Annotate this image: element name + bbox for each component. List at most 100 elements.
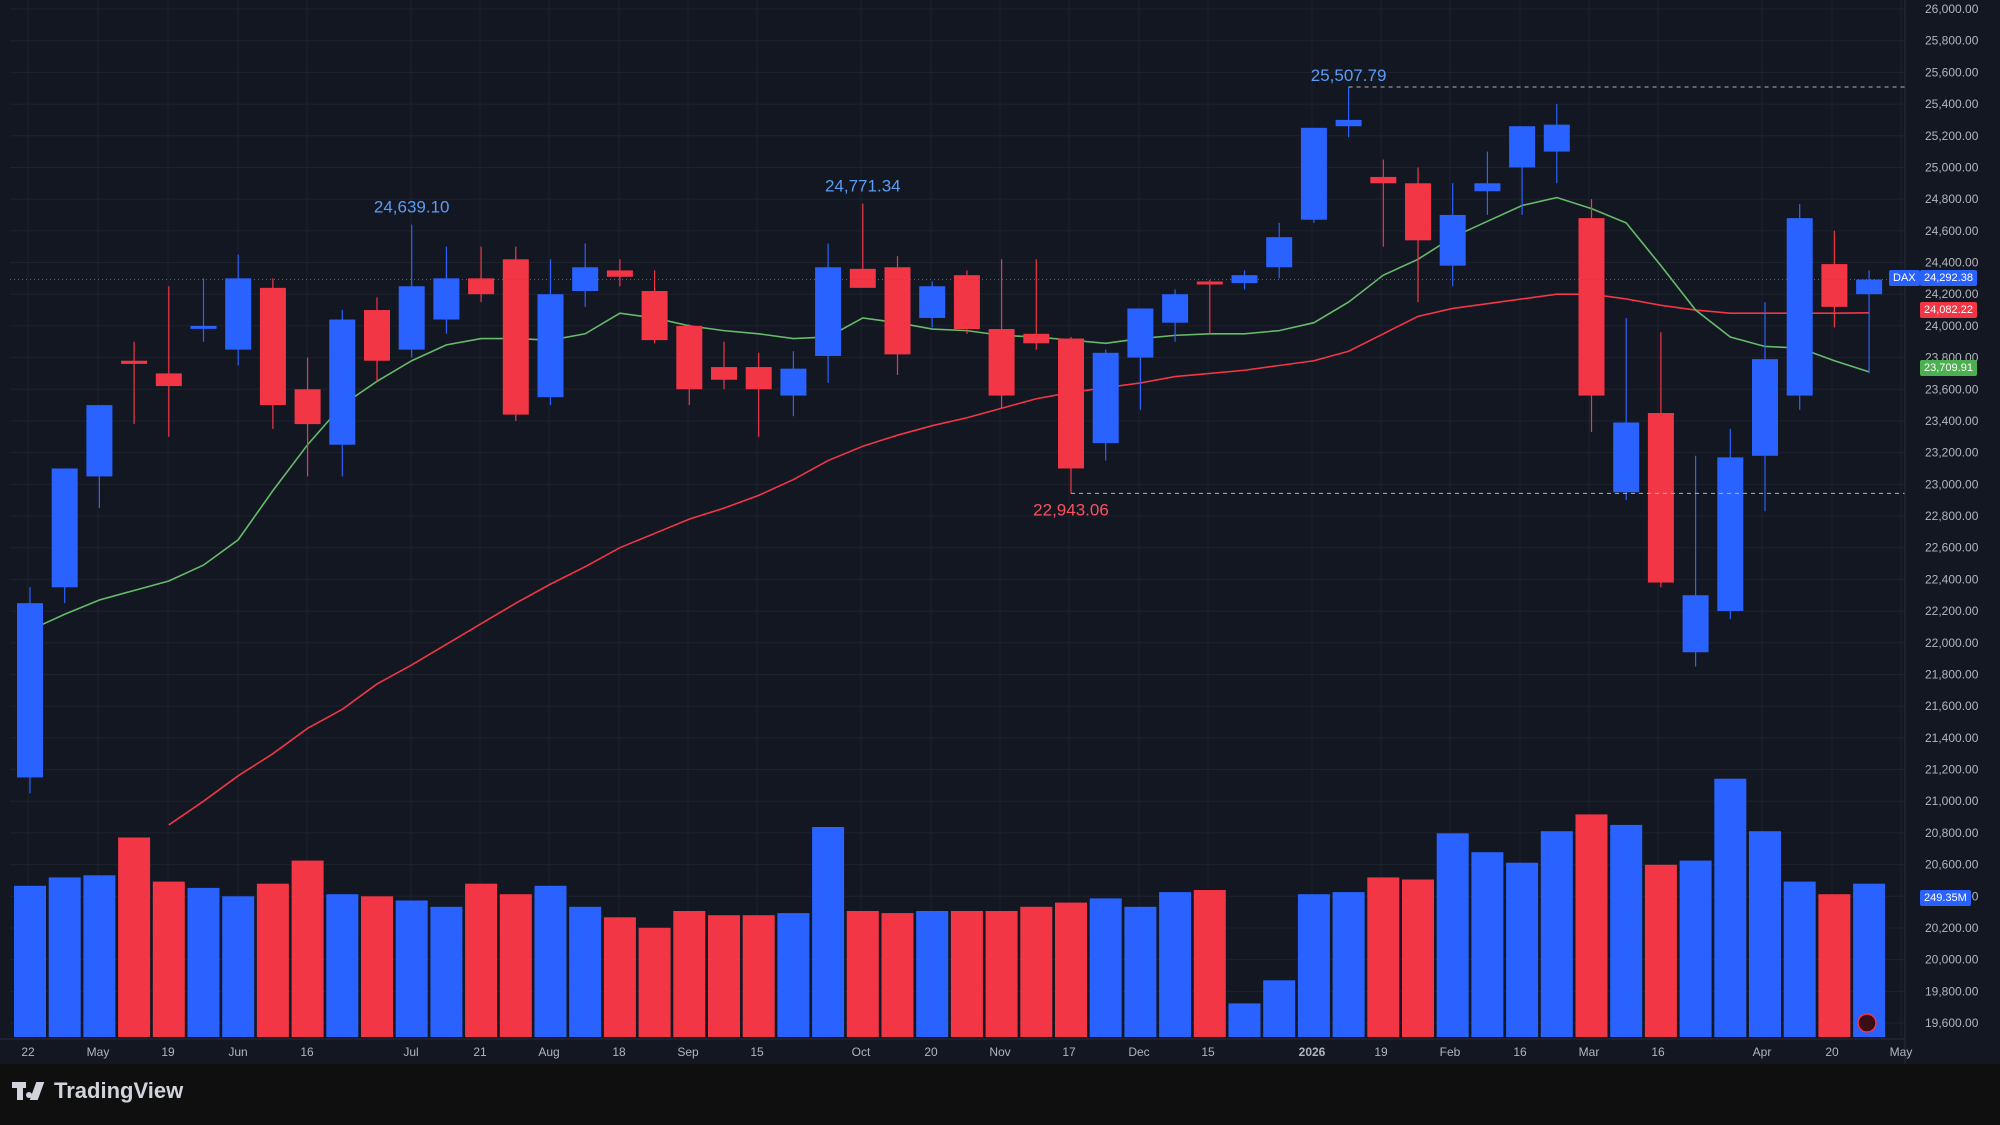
volume-bar [1853,883,1886,1037]
volume-bar [603,917,636,1037]
price-tick-label: 25,000.00 [1925,160,1979,174]
tradingview-logo-icon [12,1080,46,1102]
volume-bar [1714,778,1747,1037]
candle-body [502,259,529,415]
time-tick-label: 19 [1374,1045,1388,1059]
volume-bar [1124,906,1157,1037]
time-tick-label: Dec [1128,1045,1149,1059]
time-tick-label: Feb [1440,1045,1461,1059]
symbol-tag: DAX [1889,270,1920,286]
time-tick-label: May [87,1045,110,1059]
time-tick-label: Aug [538,1045,559,1059]
price-tick-label: 24,800.00 [1925,192,1979,206]
price-tick-label: 22,800.00 [1925,509,1979,523]
candle-body [398,286,425,350]
price-chart[interactable]: 24,639.10 24,771.34 25,507.79 22,943.06 26,0… [0,0,2000,1064]
price-tick-label: 19,600.00 [1925,1016,1979,1030]
time-tick-label: Apr [1753,1045,1772,1059]
candle-body [1023,333,1050,344]
volume-bar [777,913,810,1037]
candle-body [1752,359,1778,456]
time-tick-label: Jul [403,1045,418,1059]
candle-body [849,268,876,288]
volume-bar [534,885,567,1037]
candle-body [86,405,113,477]
candle-body [1578,218,1605,396]
price-annotation: 25,507.79 [1311,66,1387,85]
volume-bar [673,911,706,1037]
candle-body [51,468,78,588]
volume-bar [499,894,532,1037]
volume-bar [118,837,151,1037]
volume-bar [1055,902,1087,1037]
time-tick-label: Sep [677,1045,699,1059]
alert-lightning-icon [1857,1013,1877,1033]
candle-body [17,603,43,778]
ma-slow-tag: 24,082.22 [1920,302,1977,318]
candle-body [121,360,148,364]
price-tick-label: 26,000.00 [1925,2,1979,16]
candle-body [1856,279,1883,295]
candle-body [1300,127,1327,220]
candle-body [1162,294,1189,323]
candle-body [468,278,495,295]
candle-body [1266,237,1293,268]
price-tick-label: 23,600.00 [1925,382,1979,396]
volume-bar [1263,980,1296,1037]
candle-body [1405,183,1431,241]
price-tick-label: 21,600.00 [1925,699,1979,713]
volume-bar [395,900,428,1037]
volume-bar [708,915,740,1037]
time-tick-label: 17 [1062,1045,1076,1059]
time-tick-label: 18 [612,1045,626,1059]
volume-bar [638,927,671,1037]
volume-tag: 249.35M [1920,890,1971,906]
price-annotation: 24,639.10 [374,198,450,217]
candle-body [711,367,737,380]
time-tick-label: 16 [300,1045,314,1059]
volume-bar [569,906,602,1037]
time-tick-label: 20 [1825,1045,1839,1059]
volume-bar [1332,892,1365,1037]
candle-body [1335,119,1362,127]
volume-bar [1159,892,1192,1037]
volume-bar [48,877,81,1037]
time-tick-label: Jun [228,1045,247,1059]
volume-bar [256,883,289,1037]
volume-bar [1402,879,1434,1037]
volume-bar [1818,894,1851,1037]
volume-bar [1783,881,1816,1037]
candle-body [1370,176,1397,184]
candle-body [1474,183,1501,192]
candle-body [884,267,911,355]
volume-bar [361,896,393,1037]
volume-bar [950,911,983,1037]
candle-body [815,267,842,356]
candle-body [953,275,980,330]
price-tick-label: 23,000.00 [1925,477,1979,491]
volume-bar [152,881,185,1037]
candle-body [1127,308,1154,358]
candle-body [1717,457,1744,612]
volume-bar [291,860,324,1037]
tradingview-logo[interactable]: TradingView [12,1078,183,1104]
price-annotation: 24,771.34 [825,177,901,196]
candle-body [1647,413,1674,583]
volume-bar [1506,862,1539,1037]
volume-bar [1297,894,1330,1037]
price-tick-label: 19,800.00 [1925,984,1979,998]
time-tick-label: 16 [1513,1045,1527,1059]
price-tick-label: 21,200.00 [1925,763,1979,777]
candle-body [572,267,599,292]
price-tick-label: 24,400.00 [1925,256,1979,270]
price-tick-label: 22,200.00 [1925,604,1979,618]
price-tick-label: 25,200.00 [1925,129,1979,143]
time-tick-label: May [1890,1045,1913,1059]
volume-bar [1610,824,1643,1037]
volume-bar [430,906,463,1037]
candle-body [676,325,703,390]
volume-bar [222,896,255,1037]
candle-body [641,291,668,341]
time-tick-label: 21 [473,1045,487,1059]
candle-body [433,278,460,320]
